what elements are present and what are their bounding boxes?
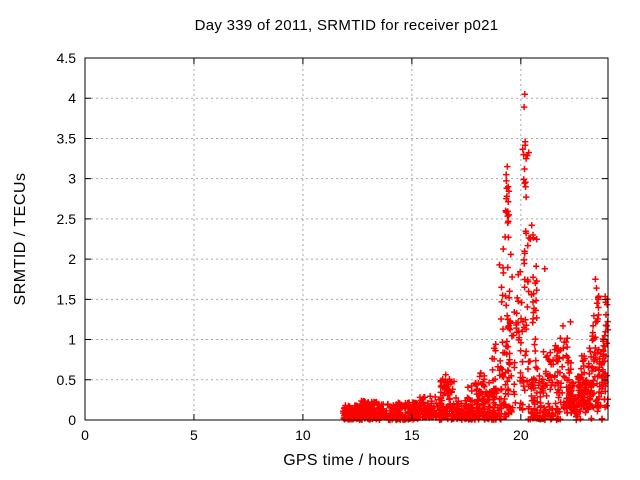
- y-tick-label: 3.5: [57, 130, 77, 146]
- chart-title: Day 339 of 2011, SRMTID for receiver p02…: [194, 17, 499, 34]
- y-tick-label: 0: [68, 412, 76, 428]
- x-tick-label: 20: [513, 427, 529, 443]
- y-tick-label: 0.5: [57, 372, 77, 388]
- y-tick-label: 4.5: [57, 50, 77, 66]
- plot-border: [84, 57, 609, 421]
- grid-lines: [86, 59, 607, 419]
- x-tick-label: 15: [404, 427, 420, 443]
- y-tick-label: 2.5: [57, 211, 77, 227]
- x-tick-label: 0: [81, 427, 89, 443]
- x-axis-label: GPS time / hours: [283, 452, 410, 469]
- tick-marks: [85, 58, 608, 420]
- scatter-points: [340, 91, 612, 424]
- y-tick-label: 2: [68, 251, 76, 267]
- y-tick-label: 1.5: [57, 291, 77, 307]
- x-tick-label: 5: [190, 427, 198, 443]
- y-tick-label: 1: [68, 332, 76, 348]
- x-tick-label: 10: [295, 427, 311, 443]
- y-tick-label: 3: [68, 171, 76, 187]
- y-tick-label: 4: [68, 90, 76, 106]
- square-marker: [537, 414, 545, 422]
